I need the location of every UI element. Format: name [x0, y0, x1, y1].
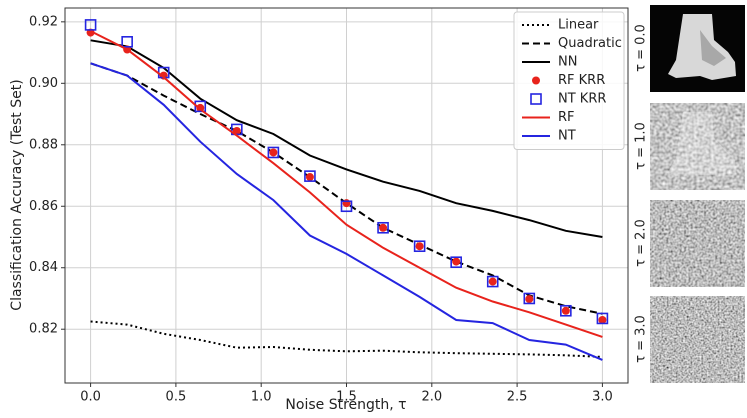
boot-shadow — [668, 112, 736, 176]
panel-image — [650, 296, 745, 383]
marker — [560, 304, 572, 317]
panel-label: τ = 3.0 — [634, 315, 649, 363]
legend-label: Linear — [558, 18, 599, 33]
marker — [267, 146, 280, 159]
marker — [561, 306, 570, 315]
marker — [598, 315, 607, 324]
marker — [121, 36, 133, 48]
series-line — [90, 320, 603, 358]
marker — [194, 100, 207, 113]
marker — [525, 295, 534, 304]
marker — [486, 275, 499, 288]
marker — [413, 240, 426, 253]
marker — [340, 200, 353, 213]
marker — [452, 257, 461, 266]
x-tick-label: 0.5 — [166, 390, 187, 405]
legend-marker — [532, 76, 540, 85]
x-tick-label: 1.5 — [336, 390, 357, 405]
legend-label: NN — [558, 55, 577, 70]
marker — [450, 256, 462, 269]
panel-label: τ = 0.0 — [634, 24, 649, 72]
marker — [488, 277, 497, 286]
legend-label: NT — [558, 129, 576, 144]
y-tick-label: 0.92 — [29, 14, 58, 29]
marker — [304, 170, 316, 182]
series-line — [90, 30, 603, 338]
legend-label: RF — [558, 110, 575, 125]
plot: 0.0 0.5 1.0 1.5 2.0 2.5 3.0 0.82 0.84 0.86 0.88 0.9… — [29, 7, 629, 405]
marker — [523, 292, 536, 305]
y-tick-label: 0.86 — [29, 199, 58, 214]
y-tick-label: 0.90 — [29, 76, 58, 91]
marker — [377, 221, 389, 234]
panel-label: τ = 1.0 — [634, 122, 649, 170]
x-tick-label: 1.0 — [251, 390, 272, 405]
legend-label: Quadratic — [558, 36, 622, 51]
marker — [305, 173, 314, 182]
side-panels: τ = 0.0 τ = 1.0 τ = 2.0 τ = 3.0 — [634, 5, 745, 383]
series-line — [90, 39, 603, 238]
marker — [342, 199, 351, 208]
marker — [596, 312, 609, 325]
legend-marker — [530, 93, 542, 105]
marker — [415, 242, 424, 251]
x-tick-label: 3.0 — [592, 390, 613, 405]
x-axis-label: Noise Strength, τ — [285, 397, 406, 413]
y-tick-label: 0.88 — [29, 137, 58, 152]
y-tick-label: 0.84 — [29, 260, 58, 275]
marker — [269, 148, 278, 157]
x-tick-label: 2.5 — [507, 390, 528, 405]
marker — [84, 19, 97, 31]
legend-box — [513, 11, 625, 150]
boot-shade — [700, 30, 726, 66]
x-tick-label: 0.0 — [80, 390, 101, 405]
plot-frame — [64, 7, 629, 384]
legend-label: NT KRR — [558, 92, 606, 107]
y-axis-label: Classification Accuracy (Test Set) — [9, 79, 25, 310]
panel-image — [650, 200, 745, 287]
series-line — [90, 62, 603, 361]
panel-image — [650, 103, 745, 190]
panel-label: τ = 2.0 — [634, 219, 649, 267]
legend-label: RF KRR — [558, 73, 605, 88]
y-tick-label: 0.82 — [29, 322, 58, 337]
marker — [379, 223, 388, 232]
x-tick-label: 2.0 — [421, 390, 442, 405]
